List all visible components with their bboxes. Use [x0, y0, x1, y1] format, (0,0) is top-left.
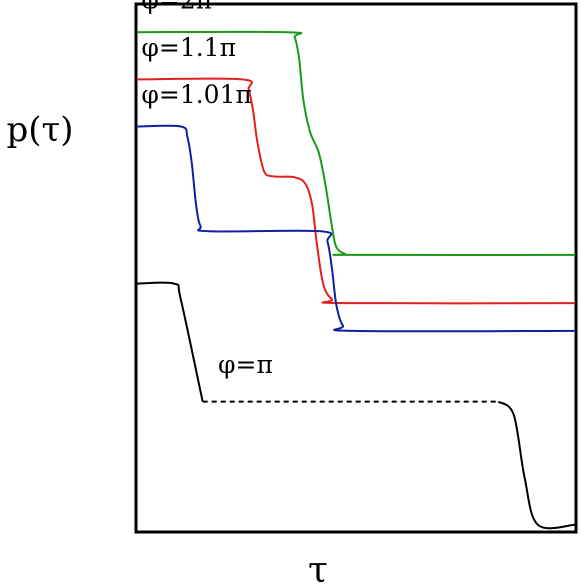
series-label-3: φ=π	[218, 350, 273, 379]
series-line-5	[497, 400, 576, 530]
x-axis-label: τ	[308, 550, 328, 587]
plot-frame	[134, 2, 578, 534]
series-layer	[136, 30, 576, 530]
series-label-0: φ=2π	[141, 0, 212, 15]
series-line-1	[136, 77, 576, 305]
series-line-2	[136, 124, 576, 333]
series-label-2: φ=1.01π	[141, 80, 252, 109]
y-axis-label: p(τ)	[6, 110, 73, 150]
annotation-layer: φ=2π φ=1.1π φ=1.01π φ=π	[141, 0, 273, 379]
series-line-0	[136, 30, 576, 256]
series-label-1: φ=1.1π	[141, 33, 236, 62]
series-line-3	[136, 281, 204, 402]
